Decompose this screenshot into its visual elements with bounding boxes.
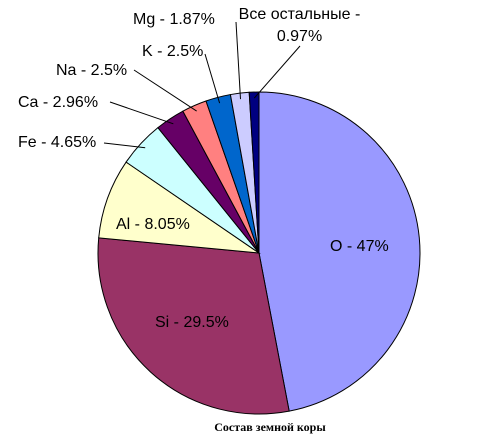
leader-line: [103, 142, 146, 149]
leader-line: [204, 53, 221, 104]
data-label: Все остальные - 0.97%: [238, 6, 361, 45]
pie-slice: [97, 237, 290, 415]
data-label: K - 2.5%: [142, 43, 204, 60]
leader-line: [235, 21, 241, 100]
leader-line: [253, 45, 301, 99]
chart-title: Состав земной коры: [214, 420, 326, 434]
data-label: O - 47%: [330, 238, 389, 255]
pie-slice: [258, 91, 421, 412]
data-label: Si - 29.5%: [155, 314, 229, 331]
data-label: Na - 2.5%: [56, 62, 128, 79]
data-label: Al - 8.05%: [116, 216, 190, 233]
data-label: Ca - 2.96%: [18, 94, 99, 111]
leader-line: [109, 101, 174, 125]
leader-line: [133, 69, 197, 112]
data-label: Fe - 4.65%: [18, 134, 97, 151]
data-label: Mg - 1.87%: [133, 11, 215, 28]
